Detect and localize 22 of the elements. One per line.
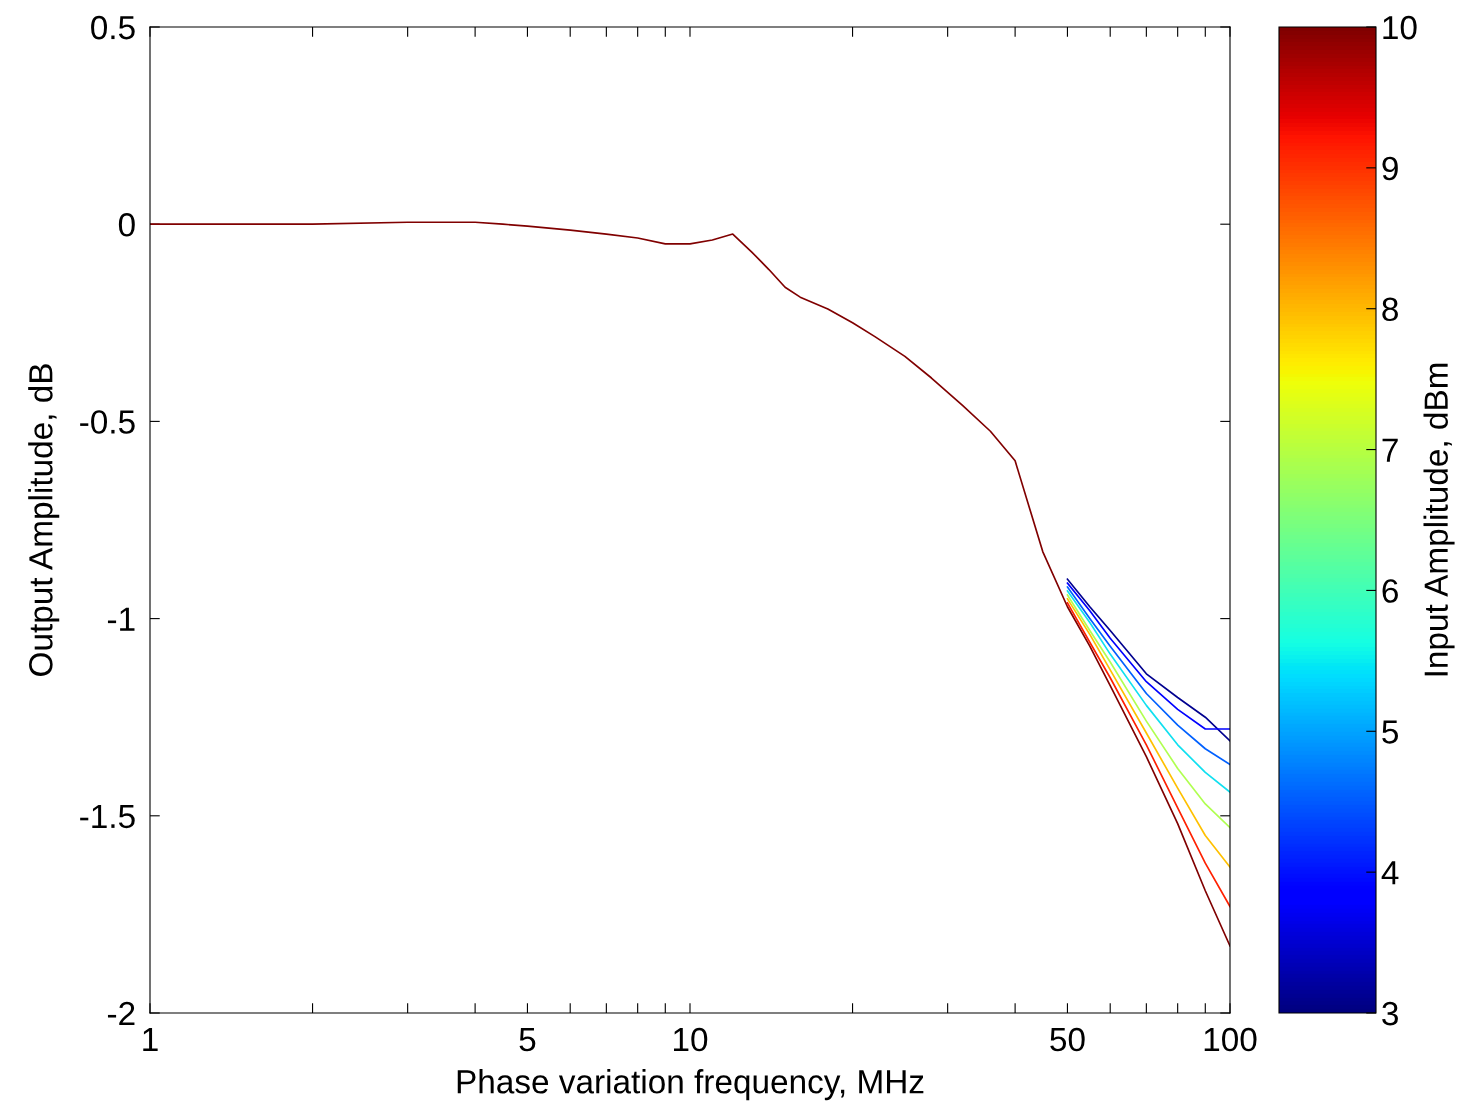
color-bar-label: 3 xyxy=(1382,1001,1398,1026)
y-tick-label: -0.5 xyxy=(80,410,135,434)
color-bar-label: 6 xyxy=(1382,579,1398,603)
y-tick-label: 0.5 xyxy=(91,15,135,40)
x-tick-label: 1 xyxy=(143,1028,158,1052)
y-axis-title: Output Amplitude, dB xyxy=(28,364,60,676)
x-tick-label: 50 xyxy=(1050,1027,1085,1052)
x-tick-label: 5 xyxy=(519,1028,536,1052)
x-tick-label: 100 xyxy=(1204,1027,1257,1052)
x-axis-title: Phase variation frequency, MHz xyxy=(457,1069,924,1101)
y-tick-label: 0 xyxy=(118,213,135,237)
color-bar-title: Input Amplitude, dBm xyxy=(1423,363,1455,676)
color-bar-label: 10 xyxy=(1383,15,1417,40)
color-bar-label: 4 xyxy=(1381,861,1399,885)
color-bar-label: 5 xyxy=(1382,720,1398,744)
y-tick-label: -1 xyxy=(107,607,135,631)
y-tick-label: -1.5 xyxy=(80,804,135,829)
color-bar-label: 8 xyxy=(1382,297,1398,322)
color-bar-label: 7 xyxy=(1382,438,1398,462)
y-tick-label: -2 xyxy=(107,1001,135,1026)
x-tick-label: 10 xyxy=(674,1027,708,1052)
color-bar-label: 9 xyxy=(1382,156,1398,181)
